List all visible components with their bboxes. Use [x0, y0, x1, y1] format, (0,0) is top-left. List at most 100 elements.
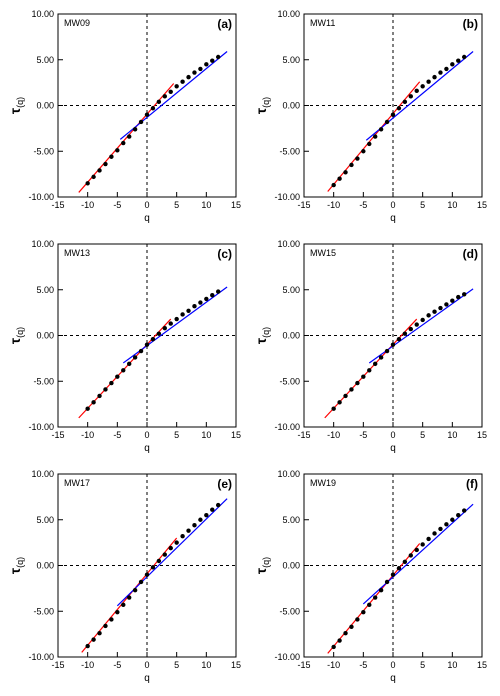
y-tick-label: -10.00 [28, 422, 54, 432]
y-tick-label: -5.00 [279, 146, 300, 156]
data-marker [198, 67, 202, 71]
x-tick-label: 5 [420, 430, 425, 440]
data-marker [438, 70, 442, 74]
data-marker [85, 181, 89, 185]
y-tick-label: 0.00 [282, 561, 300, 571]
data-marker [115, 374, 119, 378]
data-marker [379, 127, 383, 131]
data-marker [373, 362, 377, 366]
y-tick-label: -10.00 [274, 192, 300, 202]
data-marker [174, 317, 178, 321]
data-marker [355, 381, 359, 385]
y-tick-label: 0.00 [36, 331, 54, 341]
fit-line-blue [123, 287, 227, 363]
y-tick-label: 10.00 [31, 239, 54, 249]
data-marker [444, 67, 448, 71]
x-tick-label: -10 [327, 430, 340, 440]
y-tick-label: 5.00 [282, 285, 300, 295]
data-marker [151, 106, 155, 110]
data-marker [426, 537, 430, 541]
data-marker [174, 84, 178, 88]
x-axis-label: q [144, 213, 150, 224]
data-marker [103, 624, 107, 628]
y-tick-label: 0.00 [36, 101, 54, 111]
data-marker [403, 100, 407, 104]
x-tick-label: 10 [447, 200, 457, 210]
series-label: MW09 [64, 18, 90, 28]
data-marker [379, 588, 383, 592]
data-marker [192, 304, 196, 308]
panel-d: -15-10-5051015-10.00-5.000.005.0010.00qτ… [254, 234, 492, 459]
data-marker [403, 331, 407, 335]
x-tick-label: 0 [144, 200, 149, 210]
panel-letter: (a) [217, 17, 232, 31]
series-label: MW15 [310, 248, 336, 258]
data-marker [426, 80, 430, 84]
y-tick-label: 10.00 [31, 9, 54, 19]
data-marker [456, 295, 460, 299]
x-axis-label: q [390, 443, 396, 454]
data-marker [462, 292, 466, 296]
data-marker [115, 148, 119, 152]
x-tick-label: 5 [420, 200, 425, 210]
x-axis-label: q [390, 213, 396, 224]
x-tick-label: -5 [113, 430, 121, 440]
x-tick-label: 15 [231, 660, 241, 670]
fit-line-blue [366, 52, 473, 141]
y-tick-label: -10.00 [28, 192, 54, 202]
data-marker [121, 141, 125, 145]
data-marker [139, 349, 143, 353]
data-marker [139, 120, 143, 124]
data-marker [438, 527, 442, 531]
data-marker [169, 321, 173, 325]
x-tick-label: 0 [144, 430, 149, 440]
data-marker [355, 156, 359, 160]
data-marker [367, 142, 371, 146]
data-marker [157, 100, 161, 104]
data-marker [109, 381, 113, 385]
y-tick-label: -5.00 [33, 146, 54, 156]
data-marker [216, 289, 220, 293]
x-tick-label: 15 [231, 430, 241, 440]
data-marker [420, 542, 424, 546]
data-marker [121, 603, 125, 607]
data-marker [91, 637, 95, 641]
data-marker [361, 610, 365, 614]
data-marker [127, 595, 131, 599]
data-marker [349, 625, 353, 629]
fit-line-blue [369, 289, 473, 363]
data-marker [456, 58, 460, 62]
data-marker [349, 163, 353, 167]
data-marker [397, 566, 401, 570]
data-marker [409, 94, 413, 98]
data-marker [420, 318, 424, 322]
data-marker [163, 94, 167, 98]
data-marker [379, 355, 383, 359]
data-marker [349, 387, 353, 391]
data-marker [139, 580, 143, 584]
panel-e: -15-10-5051015-10.00-5.000.005.0010.00qτ… [8, 464, 246, 689]
data-marker [127, 134, 131, 138]
y-tick-label: -5.00 [33, 376, 54, 386]
y-tick-label: 5.00 [282, 55, 300, 65]
data-marker [367, 603, 371, 607]
x-tick-label: -10 [327, 660, 340, 670]
y-tick-label: 0.00 [36, 561, 54, 571]
data-marker [145, 112, 149, 116]
y-tick-label: 10.00 [277, 9, 300, 19]
x-tick-label: 0 [390, 200, 395, 210]
y-tick-label: 10.00 [31, 469, 54, 479]
x-tick-label: -5 [113, 660, 121, 670]
data-marker [450, 62, 454, 66]
y-axis-label: τ(q) [254, 97, 271, 114]
y-tick-label: 5.00 [36, 285, 54, 295]
data-marker [121, 368, 125, 372]
data-marker [115, 610, 119, 614]
data-marker [373, 134, 377, 138]
data-marker [343, 394, 347, 398]
data-marker [391, 572, 395, 576]
data-marker [415, 322, 419, 326]
x-tick-label: 10 [201, 430, 211, 440]
panel-letter: (e) [217, 477, 232, 491]
x-tick-label: 0 [390, 660, 395, 670]
